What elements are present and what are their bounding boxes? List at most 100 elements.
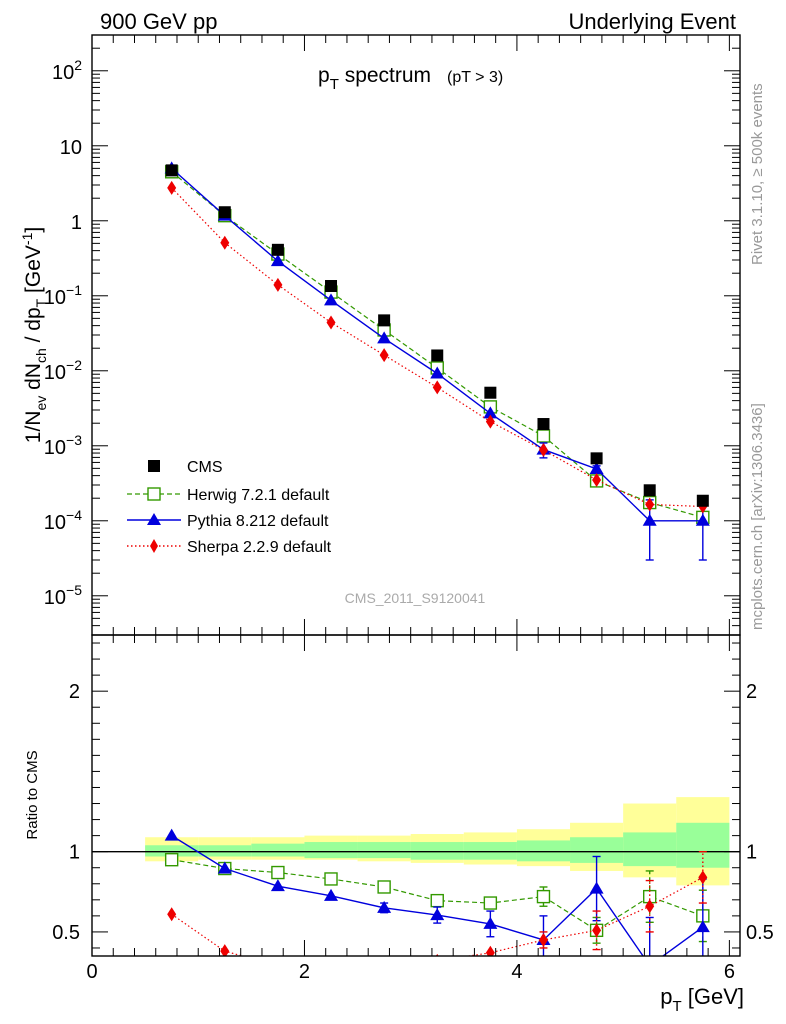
x-tick-label: 2 [299, 961, 310, 983]
marker-cms [271, 243, 284, 256]
header: 900 GeV pp Underlying Event [100, 9, 736, 34]
rivet-label: Rivet 3.1.10, ≥ 500k events [749, 83, 766, 265]
y-tick-label: 1 [71, 212, 82, 234]
main-series [164, 161, 710, 561]
marker-pythia [695, 513, 710, 526]
plot-title-cut: (pT > 3) [447, 69, 503, 86]
legend: CMS Herwig 7.2.1 default Pythia 8.212 de… [127, 459, 332, 556]
marker-sherpa [485, 414, 495, 429]
marker-cms [484, 386, 497, 399]
marker-sherpa [592, 923, 602, 938]
y-tick-exponent: 2 [74, 57, 82, 73]
marker-herwig [377, 880, 391, 894]
ratio-panel: 0.5 0.5 1 1 2 2 Ratio to CMS [24, 634, 774, 976]
marker-pythia [164, 828, 179, 841]
marker-cms [431, 349, 444, 362]
marker-sherpa [327, 962, 336, 976]
legend-marker-cms [148, 460, 160, 472]
marker-pythia [217, 861, 232, 874]
x-tick-label: 0 [86, 961, 97, 983]
marker-pythia [430, 908, 445, 921]
uncertainty-band-stat [623, 832, 677, 867]
marker-sherpa [592, 472, 602, 487]
plot-title: pT spectrum [318, 64, 431, 93]
main-y-axis-label: 1/Nev dNch / dpT [GeV-1] [19, 227, 49, 443]
marker-sherpa [645, 899, 655, 914]
uncertainty-band-stat [357, 842, 411, 859]
y-tick-exponent: −5 [66, 582, 82, 598]
ratio-y-tick-label-left: 1 [69, 842, 80, 864]
header-right: Underlying Event [568, 9, 736, 34]
series-line [171, 171, 703, 518]
marker-pythia [270, 254, 285, 267]
legend-item-sherpa: Sherpa 2.2.9 default [127, 539, 332, 556]
legend-label-cms: CMS [187, 459, 223, 476]
uncertainty-band-stat [304, 842, 358, 859]
marker-pythia [642, 513, 657, 526]
y-tick-base: 10 [44, 362, 66, 384]
uncertainty-band-stat [251, 843, 305, 857]
y-tick-label: 10−4 [44, 507, 82, 534]
y-tick-base: 10 [44, 587, 66, 609]
y-tick-label: 10−3 [44, 432, 82, 459]
y-tick-label: 10 [60, 137, 82, 159]
main-ticks [91, 34, 740, 635]
x-tick-label: 6 [724, 961, 735, 983]
marker-herwig [483, 896, 498, 910]
marker-pythia [589, 462, 604, 475]
legend-label-herwig: Herwig 7.2.1 default [187, 487, 330, 504]
ratio-y-axis-label: Ratio to CMS [24, 750, 41, 839]
marker-herwig [271, 865, 285, 880]
x-axis-label: pT [GeV] [660, 984, 744, 1015]
marker-pythia [695, 920, 710, 933]
marker-herwig [536, 889, 551, 904]
ratio-line [171, 876, 704, 956]
marker-sherpa [167, 180, 177, 195]
marker-sherpa [220, 944, 230, 956]
marker-pythia [483, 406, 498, 419]
marker-herwig [164, 853, 179, 867]
marker-pythia [377, 900, 392, 913]
mcplots-label: mcplots.cern.ch [arXiv:1306.3436] [749, 403, 766, 630]
legend-item-herwig: Herwig 7.2.1 default [127, 487, 330, 504]
ratio-y-tick-label-left: 0.5 [52, 922, 80, 944]
marker-cms [590, 452, 603, 465]
legend-marker-pythia [147, 513, 161, 525]
y-tick-exponent: −4 [66, 507, 82, 523]
marker-sherpa [538, 932, 548, 947]
marker-cms [165, 164, 178, 177]
y-tick-label: 10−1 [44, 282, 82, 309]
ratio-y-tick-label-right: 2 [746, 681, 757, 703]
ratio-y-tick-label-right: 1 [746, 842, 757, 864]
legend-label-sherpa: Sherpa 2.2.9 default [187, 539, 332, 556]
legend-marker-sherpa [150, 539, 158, 553]
uncertainty-band-stat [463, 842, 517, 860]
y-tick-label: 10−2 [44, 357, 82, 384]
marker-sherpa [326, 315, 336, 330]
marker-sherpa [485, 945, 495, 956]
marker-herwig [324, 872, 338, 886]
x-tick-labels: 0 2 4 6 [86, 961, 735, 983]
marker-cms [378, 314, 391, 327]
y-tick-base: 10 [44, 287, 66, 309]
ratio-line [171, 859, 704, 932]
y-tick-base: 10 [44, 437, 66, 459]
ratio-y-tick-label-right: 0.5 [746, 922, 774, 944]
marker-herwig [430, 893, 444, 908]
marker-herwig [536, 429, 551, 443]
marker-sherpa [167, 907, 177, 922]
x-tick-label: 4 [511, 961, 522, 983]
legend-item-cms: CMS [148, 459, 223, 476]
marker-sherpa [432, 380, 442, 395]
uncertainty-band-stat [516, 840, 571, 862]
ratio-bands [92, 797, 740, 886]
marker-pythia [589, 881, 604, 894]
y-tick-exponent: −2 [66, 357, 82, 373]
marker-pythia [377, 331, 392, 344]
watermark: CMS_2011_S9120041 [345, 590, 486, 606]
uncertainty-band-stat [145, 845, 199, 857]
legend-label-pythia: Pythia 8.212 default [187, 513, 329, 530]
header-left: 900 GeV pp [100, 9, 217, 34]
